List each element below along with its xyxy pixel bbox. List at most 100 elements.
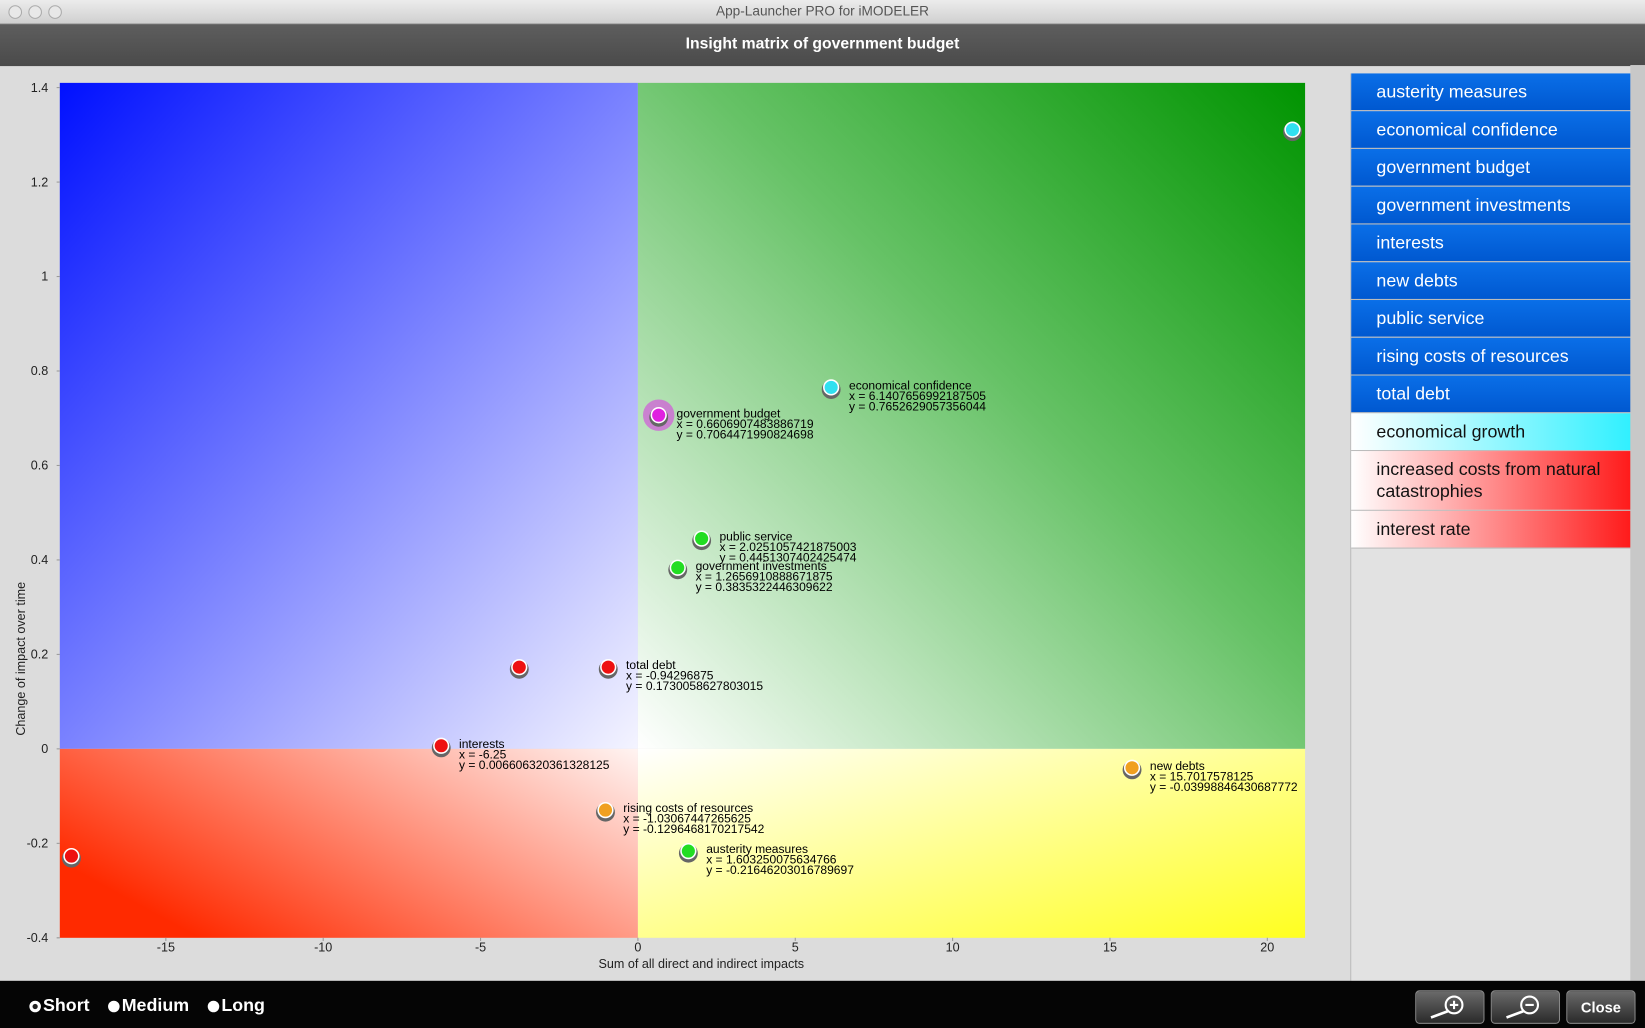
- minimize-light[interactable]: [28, 5, 42, 19]
- point: [509, 659, 529, 679]
- zoom-in-button[interactable]: [1415, 990, 1485, 1024]
- point-marker: [1123, 759, 1141, 776]
- list-item[interactable]: austerity measures: [1351, 73, 1632, 112]
- point-x-label: x = 2.0251057421875003: [719, 540, 856, 554]
- point-x-label: x = -0.94296875: [626, 669, 714, 683]
- title-bar: App-Launcher PRO for iMODELER: [0, 0, 1645, 25]
- point-y-label: y = 0.7064471990824698: [677, 427, 814, 441]
- y-tick-label: 1: [41, 270, 48, 284]
- point-marker: [597, 801, 614, 819]
- radio-option[interactable]: Long: [207, 996, 265, 1017]
- point-marker: [63, 847, 80, 865]
- x-tick-label: -10: [314, 940, 332, 954]
- x-tick-label: 5: [792, 940, 799, 954]
- point-y-label: y = 0.006606320361328125: [459, 758, 610, 772]
- y-tick-label: -0.2: [27, 837, 49, 851]
- point: [62, 847, 81, 868]
- radio-label: Short: [43, 995, 90, 1016]
- point-y-label: y = 0.4451307402425474: [719, 551, 856, 565]
- point-y-label: y = 0.7652629057356044: [849, 399, 986, 413]
- list-item[interactable]: government investments: [1351, 186, 1632, 225]
- point-name: interests: [459, 737, 505, 751]
- list-item[interactable]: rising costs of resources: [1351, 337, 1632, 376]
- quadrants: [59, 82, 1306, 938]
- y-tick-label: 0.2: [31, 648, 49, 662]
- point-name: economical confidence: [849, 379, 972, 393]
- x-tick-label: -5: [475, 940, 486, 954]
- point-marker: [600, 659, 617, 676]
- x-tick-label: 0: [634, 940, 641, 954]
- quadrant-bottom-left: [59, 748, 638, 938]
- x-tick-label: 20: [1260, 940, 1274, 954]
- point-marker: [650, 407, 667, 424]
- zoom-out-icon: [1506, 995, 1540, 1019]
- point-marker: [680, 842, 697, 860]
- radio-label: Medium: [121, 995, 190, 1016]
- point-marker: [823, 379, 840, 396]
- y-tick-label: 0: [41, 742, 48, 756]
- y-tick-label: 0.6: [31, 459, 49, 473]
- zoom-out-button[interactable]: [1490, 990, 1561, 1024]
- point-x-label: x = 1.603250075634766: [706, 853, 837, 867]
- scroll-edge: [1630, 65, 1645, 981]
- y-tick-label: 1.2: [31, 175, 49, 189]
- variable-list: austerity measures economical confidence g…: [1350, 73, 1632, 981]
- point-x-label: x = 1.2656910888671875: [696, 569, 833, 583]
- list-item[interactable]: public service: [1351, 300, 1632, 338]
- point-marker: [693, 530, 710, 547]
- close-button[interactable]: Close: [1566, 990, 1636, 1024]
- chart-title: Insight matrix of government budget: [685, 34, 960, 53]
- point-x-label: x = 6.1407656992187505: [849, 389, 986, 403]
- list-item[interactable]: increased costs from natural catastrophi…: [1351, 451, 1632, 511]
- point-marker: [1284, 121, 1301, 138]
- x-axis-label: Sum of all direct and indirect impacts: [599, 957, 805, 971]
- quadrant-top-right: [637, 82, 1306, 749]
- point-name: new debts: [1150, 759, 1205, 773]
- list-item[interactable]: total debt: [1351, 375, 1632, 414]
- header: Insight matrix of government budget: [0, 24, 1645, 67]
- list-item[interactable]: new debts: [1351, 262, 1632, 301]
- point-y-label: y = -0.1296468170217542: [623, 822, 764, 836]
- close-light[interactable]: [8, 5, 23, 19]
- zoom-light[interactable]: [48, 5, 62, 19]
- x-tick-label: 15: [1103, 940, 1117, 954]
- radio-dot: [108, 1000, 120, 1013]
- y-tick-label: -0.4: [27, 931, 49, 945]
- radio-option[interactable]: Short: [29, 995, 90, 1017]
- y-tick-label: 0.8: [31, 364, 49, 378]
- y-tick-label: 1.4: [31, 81, 49, 95]
- list-item[interactable]: economical confidence: [1351, 111, 1632, 149]
- point-name: government investments: [696, 559, 827, 573]
- point: [1283, 121, 1302, 142]
- point-marker: [433, 737, 450, 754]
- radio-dot: [29, 1000, 41, 1013]
- x-tick-label: 10: [946, 940, 960, 954]
- point-marker: [511, 659, 528, 676]
- list-item[interactable]: interests: [1351, 224, 1632, 263]
- point-y-label: y = 0.3835322446309622: [696, 580, 833, 594]
- list-item[interactable]: government budget: [1351, 148, 1632, 187]
- point-x-label: x = -6.25: [459, 747, 507, 761]
- point-x-label: x = -1.03067447265625: [623, 812, 751, 826]
- point-y-label: y = 0.1730058627803015: [626, 679, 763, 693]
- y-tick-label: 0.4: [31, 553, 49, 567]
- point-name: austerity measures: [706, 842, 808, 856]
- list-item[interactable]: economical growth: [1351, 413, 1632, 452]
- point-marker: [669, 559, 686, 576]
- quadrant-bottom-right: [637, 748, 1306, 938]
- x-tick-label: -15: [157, 940, 175, 954]
- point-x-label: x = 15.7017578125: [1150, 769, 1254, 783]
- point-y-label: y = -0.03998846430687772: [1150, 780, 1298, 794]
- list-item[interactable]: interest rate: [1351, 510, 1632, 549]
- radio-option[interactable]: Medium: [108, 996, 189, 1017]
